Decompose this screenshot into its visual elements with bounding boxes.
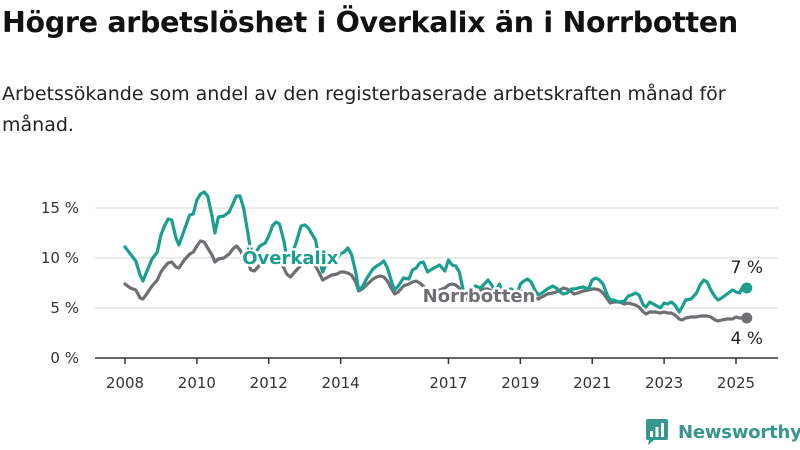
x-tick-label: 2025	[717, 374, 755, 392]
newsworthy-logo: Newsworthy	[644, 418, 800, 446]
chart-title: Högre arbetslöshet i Överkalix än i Norr…	[2, 6, 738, 39]
end-label-norrbotten: 4 %	[731, 329, 763, 349]
end-point-norrbotten	[741, 312, 753, 324]
x-tick-label: 2012	[250, 374, 288, 392]
x-tick-label: 2017	[429, 374, 467, 392]
x-tick-label: 2008	[106, 374, 144, 392]
end-point-overkalix	[741, 282, 753, 294]
x-tick-label: 2019	[501, 374, 539, 392]
end-label-overkalix: 7 %	[731, 258, 763, 278]
y-tick-label: 5 %	[50, 299, 79, 317]
series-label-halo-overkalix: Överkalix	[242, 247, 339, 269]
series-line-overkalix	[123, 190, 749, 314]
series-line-norrbotten	[123, 239, 749, 323]
series-label-halo-norrbotten: Norrbotten	[423, 286, 536, 307]
series-label-norrbotten: Norrbotten	[423, 286, 536, 307]
x-tick-label: 2010	[178, 374, 216, 392]
newsworthy-bar-icon	[646, 419, 668, 445]
series-label-overkalix: Överkalix	[242, 247, 339, 269]
y-tick-label: 10 %	[41, 249, 79, 267]
x-tick-label: 2021	[573, 374, 611, 392]
chart-subtitle: Arbetssökande som andel av den registerb…	[2, 83, 726, 136]
y-tick-label: 15 %	[41, 199, 79, 217]
x-tick-label: 2023	[645, 374, 683, 392]
y-tick-label: 0 %	[50, 349, 79, 367]
x-tick-label: 2014	[322, 374, 360, 392]
logo-text: Newsworthy	[678, 421, 800, 443]
